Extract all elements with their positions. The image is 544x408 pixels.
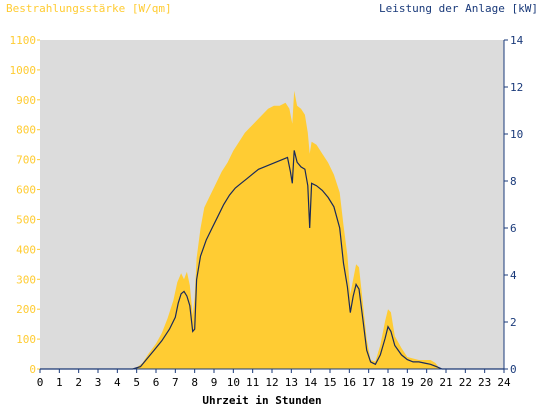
- y-left-tick-label: 1000: [10, 64, 37, 77]
- y-left-tick-label: 0: [29, 363, 36, 376]
- y-right-tick-label: 2: [510, 316, 517, 329]
- x-tick-label: 1: [56, 376, 63, 389]
- y-left-tick-label: 100: [16, 333, 36, 346]
- y-left-tick-label: 900: [16, 94, 36, 107]
- left-axis-title: Bestrahlungsstärke [W/qm]: [6, 2, 172, 15]
- y-right-tick-label: 6: [510, 222, 517, 235]
- y-left-tick-label: 500: [16, 213, 36, 226]
- right-axis-title: Leistung der Anlage [kW]: [379, 2, 538, 15]
- irradiance-area: [40, 90, 504, 370]
- x-tick-label: 22: [459, 376, 472, 389]
- x-tick-label: 5: [133, 376, 140, 389]
- y-right-tick-label: 14: [510, 34, 524, 47]
- y-right-tick-label: 4: [510, 269, 517, 282]
- y-right-tick-label: 10: [510, 128, 523, 141]
- x-tick-label: 3: [95, 376, 102, 389]
- y-left-tick-label: 600: [16, 184, 36, 197]
- x-tick-label: 20: [420, 376, 433, 389]
- x-tick-label: 8: [191, 376, 198, 389]
- x-tick-label: 21: [439, 376, 452, 389]
- x-tick-label: 11: [246, 376, 259, 389]
- x-tick-label: 7: [172, 376, 179, 389]
- x-tick-label: 17: [362, 376, 375, 389]
- series-layer: [40, 90, 504, 370]
- y-left-tick-label: 800: [16, 124, 36, 137]
- y-right-tick-label: 0: [510, 363, 517, 376]
- power-line: [40, 150, 504, 370]
- x-tick-label: 9: [211, 376, 218, 389]
- x-tick-label: 23: [478, 376, 491, 389]
- y-right-tick-label: 12: [510, 81, 523, 94]
- x-tick-label: 0: [37, 376, 44, 389]
- x-tick-label: 15: [323, 376, 336, 389]
- x-tick-label: 6: [153, 376, 160, 389]
- y-left-tick-label: 700: [16, 154, 36, 167]
- y-left-tick-label: 200: [16, 303, 36, 316]
- x-tick-label: 12: [265, 376, 278, 389]
- axes-layer: 0100200300400500600700800900100011000246…: [10, 34, 524, 389]
- x-tick-label: 24: [497, 376, 511, 389]
- x-tick-label: 18: [381, 376, 394, 389]
- x-tick-label: 10: [227, 376, 240, 389]
- x-tick-label: 2: [75, 376, 82, 389]
- y-right-tick-label: 8: [510, 175, 517, 188]
- x-tick-label: 13: [285, 376, 298, 389]
- y-left-tick-label: 400: [16, 243, 36, 256]
- y-left-tick-label: 1100: [10, 34, 37, 47]
- x-tick-label: 19: [401, 376, 414, 389]
- x-tick-label: 4: [114, 376, 121, 389]
- x-tick-label: 16: [343, 376, 356, 389]
- y-left-tick-label: 300: [16, 273, 36, 286]
- x-tick-label: 14: [304, 376, 318, 389]
- x-axis-title: Uhrzeit in Stunden: [202, 394, 321, 407]
